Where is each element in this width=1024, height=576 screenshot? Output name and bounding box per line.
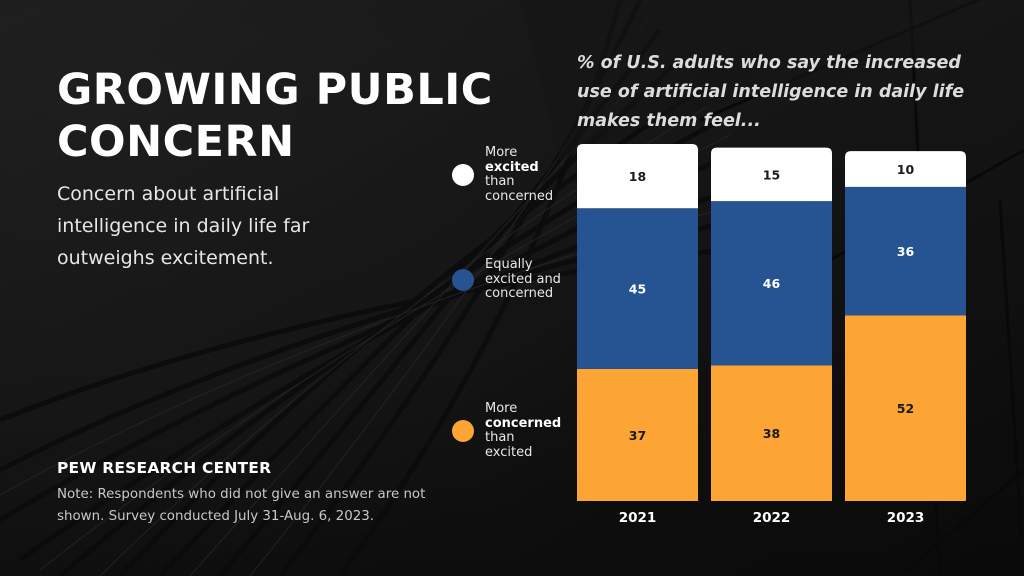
legend-swatch-blue [452, 268, 474, 291]
title-line-1: GROWING PUBLIC [57, 65, 493, 115]
bar-segment [577, 208, 698, 369]
bar-segment [711, 365, 832, 501]
data-label: 37 [629, 428, 646, 443]
bar-segment [711, 147, 832, 202]
bar-segment [845, 151, 966, 187]
data-label: 45 [629, 282, 646, 297]
data-label: 15 [763, 167, 780, 182]
data-label: 18 [629, 169, 646, 184]
data-label: 38 [763, 426, 780, 441]
category-label: 2022 [753, 510, 791, 526]
legend-item-more-concerned: More concerned than excited [452, 401, 562, 460]
legend-label: More concerned than excited [485, 401, 562, 460]
source-name: PEW RESEARCH CENTER [57, 459, 272, 477]
bar-2023: 52 36 10 [845, 151, 966, 501]
legend-item-equally: Equally excited and concerned [452, 257, 565, 302]
legend-label-pre: Equally excited and concerned [485, 257, 561, 301]
legend-swatch-orange [452, 420, 474, 442]
legend-item-more-excited: More excited than concerned [452, 145, 570, 204]
bar-2021: 37 45 18 [577, 144, 698, 501]
data-label: 10 [897, 162, 915, 177]
bar-2022: 38 46 15 [711, 147, 832, 501]
data-label: 52 [897, 401, 914, 416]
chart-title: % of U.S. adults who say the increased u… [577, 53, 965, 131]
category-label: 2021 [619, 510, 657, 526]
legend-label-bold: concerned [485, 415, 562, 431]
data-label: 46 [763, 276, 781, 291]
legend-label: More excited than concerned [485, 145, 570, 204]
bar-segment [577, 368, 698, 501]
bar-segment [845, 315, 966, 501]
footnote: Note: Respondents who did not give an an… [57, 487, 426, 524]
subtitle: Concern about artificial intelligence in… [57, 183, 310, 269]
bar-segment [845, 186, 966, 316]
title-line-2: CONCERN [57, 117, 295, 167]
legend-swatch-white [452, 164, 474, 186]
legend-label-pre: More [485, 145, 518, 160]
page-title: GROWING PUBLIC CONCERN [57, 64, 537, 168]
bar-segment [711, 201, 832, 366]
category-label: 2023 [887, 510, 925, 526]
legend-label: Equally excited and concerned [485, 257, 565, 302]
data-label: 36 [897, 244, 915, 259]
legend-label-post: than excited [485, 430, 533, 460]
bar-segment [577, 144, 698, 209]
legend-label-post: than concerned [485, 174, 554, 204]
legend-label-pre: More [485, 401, 518, 416]
legend-label-bold: excited [485, 159, 539, 175]
